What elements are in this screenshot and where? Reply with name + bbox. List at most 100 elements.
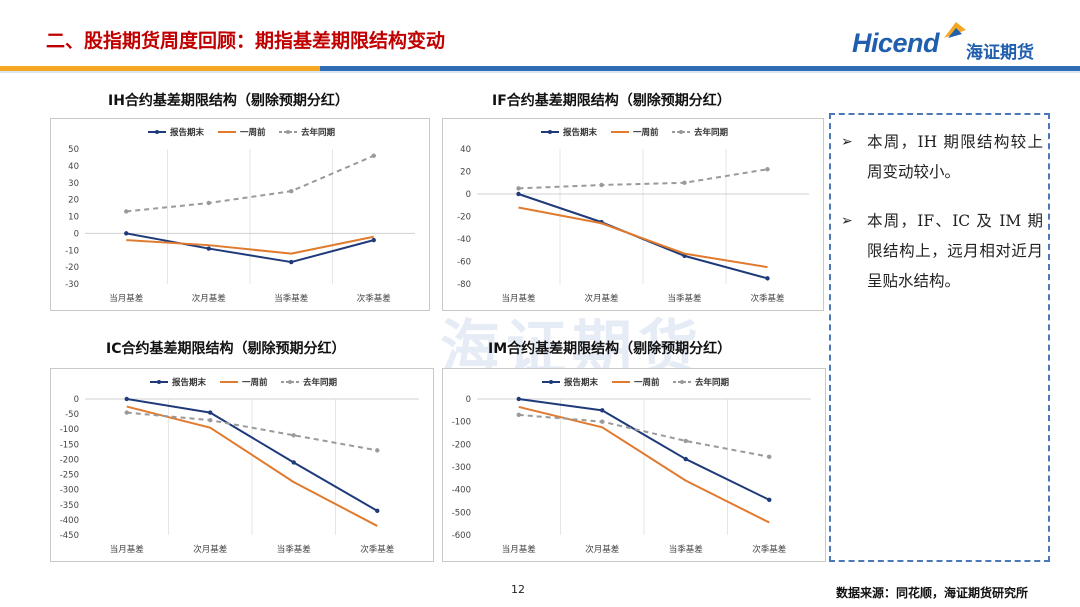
legend-marker — [286, 130, 290, 134]
y-tick-label: 20 — [460, 168, 471, 178]
series-line — [518, 168, 768, 190]
series-line — [518, 398, 770, 501]
legend-label: 报告期末 — [563, 127, 598, 138]
data-point — [516, 412, 521, 418]
data-point — [206, 246, 211, 251]
chart-im-svg: 0 -100 -200 -300 -400 -500 -600 当月基差 次月基差 当季基差 次季基… — [452, 377, 811, 555]
data-point — [291, 433, 296, 438]
data-point — [124, 410, 129, 415]
data-point — [371, 237, 376, 243]
y-tick-label: 40 — [68, 162, 79, 172]
legend-marker — [548, 130, 552, 134]
y-tick-label: -400 — [452, 486, 471, 496]
legend-label: 报告期末 — [170, 127, 205, 138]
x-tick-label: 当季基差 — [274, 293, 308, 304]
x-tick-label: 次月基差 — [192, 293, 226, 304]
chart-ic: 0 -50 -100 -150 -200 -250 -300 -350 -400 -450 当月基差… — [50, 368, 434, 562]
y-tick-label: -150 — [60, 440, 79, 450]
chart-ih-svg: 50 40 30 20 10 0 -10 -20 -30 当月基差 次月基差 当季基差 次季基差 报告期末… — [65, 127, 415, 304]
x-tick-label: 当季基差 — [277, 544, 311, 555]
y-tick-label: 40 — [460, 145, 471, 155]
y-tick-label: -600 — [452, 531, 471, 541]
chart-title-if: IF合约基差期限结构（剔除预期分红） — [492, 93, 731, 109]
y-tick-label: -200 — [60, 455, 79, 465]
x-tick-label: 次季基差 — [357, 293, 391, 304]
data-point — [371, 153, 376, 158]
y-tick-label: -80 — [457, 280, 471, 290]
y-tick-label: 0 — [74, 395, 79, 405]
x-tick-label: 当月基差 — [501, 293, 535, 304]
chart-ic-svg: 0 -50 -100 -150 -200 -250 -300 -350 -400 -450 当月基差… — [60, 377, 419, 555]
data-point — [599, 182, 604, 188]
x-tick-label: 次月基差 — [585, 544, 619, 555]
legend-marker — [155, 130, 159, 134]
legend-label: 去年同期 — [303, 377, 338, 388]
series-line — [518, 413, 770, 458]
y-tick-label: 30 — [68, 179, 79, 189]
y-tick-label: -10 — [65, 246, 79, 256]
series-line — [518, 405, 770, 524]
commentary-box: ➢ 本周，IH 期限结构较上周变动较小。 ➢ 本周，IF、IC 及 IM 期限结… — [829, 113, 1050, 562]
chart-ih: 50 40 30 20 10 0 -10 -20 -30 当月基差 次月基差 当季基差 次季基差 报告期末… — [50, 118, 430, 311]
x-tick-label: 当季基差 — [667, 293, 701, 304]
chart-title-im: IM合约基差期限结构（剔除预期分红） — [488, 341, 732, 357]
legend-marker — [288, 380, 292, 384]
y-tick-label: -40 — [457, 235, 471, 245]
data-point — [516, 186, 521, 191]
x-tick-label: 当月基差 — [110, 544, 144, 555]
data-point — [375, 508, 380, 514]
y-tick-label: -200 — [452, 440, 471, 450]
data-point — [206, 200, 211, 206]
data-point — [683, 438, 688, 444]
chart-if: 40 20 0 -20 -40 -60 -80 当月基差 次月基差 当季基差 次季基差 报告期末 一周前… — [442, 118, 824, 311]
commentary-text: 本周，IF、IC 及 IM 期限结构上，远月相对近月呈贴水结构。 — [867, 212, 1043, 290]
y-tick-label: 50 — [68, 145, 79, 155]
y-tick-label: -450 — [60, 531, 79, 541]
data-point — [600, 408, 605, 413]
x-tick-label: 当季基差 — [669, 544, 703, 555]
y-tick-label: -50 — [65, 410, 79, 420]
data-point — [124, 396, 129, 402]
chart-title-ih: IH合约基差期限结构（剔除预期分红） — [108, 93, 349, 109]
x-tick-label: 当月基差 — [109, 293, 143, 304]
y-tick-label: 0 — [466, 395, 471, 405]
commentary-text: 本周，IH 期限结构较上周变动较小。 — [867, 133, 1043, 181]
legend-label: 去年同期 — [694, 127, 729, 138]
data-point — [516, 191, 521, 197]
y-tick-label: -350 — [60, 501, 79, 511]
legend-label: 一周前 — [633, 127, 659, 138]
x-tick-label: 次季基差 — [750, 293, 784, 304]
legend-label: 去年同期 — [695, 377, 730, 388]
x-tick-label: 次季基差 — [752, 544, 786, 555]
series-line — [518, 206, 768, 269]
page-number: 12 — [511, 583, 525, 596]
data-point — [208, 410, 213, 415]
y-tick-label: -300 — [452, 463, 471, 473]
y-tick-label: -300 — [60, 486, 79, 496]
legend-marker — [157, 380, 161, 384]
data-source: 数据来源：同花顺，海证期货研究所 — [836, 586, 1029, 600]
y-tick-label: -20 — [65, 263, 79, 273]
legend-label: 一周前 — [242, 377, 268, 388]
y-tick-label: -30 — [65, 280, 79, 290]
data-point — [289, 259, 294, 265]
y-tick-label: 0 — [466, 190, 471, 200]
y-tick-label: -20 — [457, 213, 471, 223]
data-point — [767, 497, 772, 503]
legend-marker — [549, 380, 553, 384]
y-tick-label: -400 — [60, 516, 79, 526]
data-point — [208, 417, 213, 423]
series-line — [126, 232, 375, 264]
series-line — [126, 154, 375, 213]
y-tick-label: -60 — [457, 258, 471, 268]
legend-label: 报告期末 — [172, 377, 207, 388]
arrow-bullet-icon: ➢ — [841, 134, 853, 150]
header-stripe-blue — [320, 66, 1080, 71]
data-point — [765, 276, 770, 281]
logo-sail-icon — [944, 22, 966, 38]
data-point — [124, 231, 129, 236]
data-point — [765, 167, 770, 172]
x-tick-label: 当月基差 — [502, 544, 536, 555]
y-tick-label: 20 — [68, 196, 79, 206]
data-point — [683, 456, 688, 462]
